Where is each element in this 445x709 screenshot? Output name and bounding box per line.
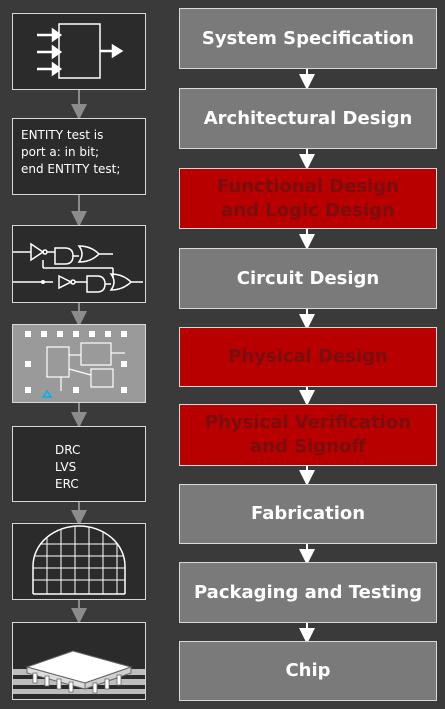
step-physical-verification-signoff: Physical Verification and Signoff [179, 404, 437, 466]
step-label: Fabrication [250, 503, 366, 524]
step-architectural-design: Architectural Design [179, 88, 437, 149]
layout-tile [12, 324, 146, 403]
step-system-specification: System Specification [179, 8, 437, 69]
step-label: Functional Design and Logic Design [217, 175, 399, 221]
ic-package-icon [13, 650, 145, 694]
wafer-icon [32, 525, 126, 595]
signoff-checks-tile: DRC LVS ERC [12, 426, 146, 502]
step-functional-logic-design: Functional Design and Logic Design [179, 168, 437, 229]
hdl-code-text: ENTITY test is port a: in bit; end ENTIT… [21, 128, 121, 176]
step-label: Physical Verification and Signoff [204, 412, 412, 457]
step-label: Physical Design [228, 346, 388, 367]
step-label: System Specification [201, 27, 415, 49]
signoff-checks-text: DRC LVS ERC [55, 443, 81, 491]
step-circuit-design: Circuit Design [179, 248, 437, 309]
placement-layout-icon [25, 331, 127, 398]
step-label: Architectural Design [203, 107, 413, 129]
logic-schematic-tile [12, 225, 146, 303]
step-label: Circuit Design [236, 267, 380, 289]
step-label: Packaging and Testing [193, 581, 423, 603]
step-fabrication: Fabrication [179, 484, 437, 544]
step-physical-design: Physical Design [179, 327, 437, 387]
wafer-tile [12, 523, 146, 600]
step-chip: Chip [179, 641, 437, 701]
hdl-code-tile: ENTITY test is port a: in bit; end ENTIT… [12, 118, 146, 195]
block-diagram-tile [12, 13, 146, 90]
block-diagram-icon [37, 23, 124, 79]
gate-schematic-icon [13, 242, 143, 293]
step-packaging-testing: Packaging and Testing [179, 562, 437, 623]
step-label: Chip [285, 660, 331, 681]
chip-package-tile [12, 622, 146, 700]
